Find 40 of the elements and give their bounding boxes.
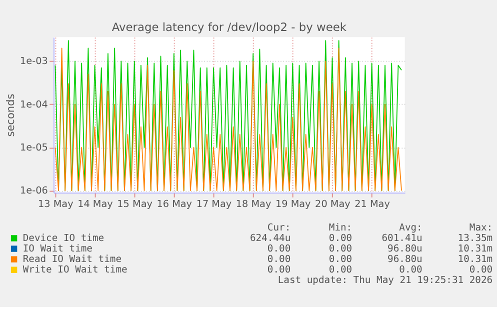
text: Last update: Thu May 21 19:25:31 2026: [278, 275, 493, 286]
legend-label: Write IO Wait time: [22, 264, 128, 276]
text: 624.44u: [250, 232, 291, 244]
x-tick-label: 17 May: [196, 199, 232, 210]
x-tick-label: 14 May: [78, 199, 114, 210]
text: Max:: [469, 222, 493, 234]
text: 10.31m: [458, 243, 493, 254]
text: 96.80u: [388, 254, 422, 265]
y-tick-label: 1e-04: [20, 99, 48, 110]
text: 10.31m: [458, 254, 493, 265]
y-tick-label: 1e-05: [20, 142, 48, 154]
x-tick-label: 13 May: [38, 199, 74, 210]
legend-label: IO Wait time: [22, 243, 93, 254]
x-tick-label: 16 May: [156, 199, 192, 210]
x-tick-label: 15 May: [117, 199, 153, 210]
x-tick-label: 21 May: [354, 199, 390, 210]
x-tick-label: 18 May: [236, 199, 272, 210]
text: 0.00: [328, 254, 352, 265]
x-tick-label: 20 May: [315, 199, 351, 210]
text: Min:: [328, 222, 352, 234]
text: 0.00: [267, 254, 291, 265]
chart-title: Average latency for /dev/loop2 - by week: [112, 20, 347, 34]
text: 0.00: [328, 232, 352, 244]
y-tick-label: 1e-06: [20, 186, 48, 197]
y-tick-label: 1e-03: [20, 56, 48, 68]
text: 0.00: [469, 264, 493, 276]
text: 0.00: [328, 264, 352, 276]
legend-label: Read IO Wait time: [22, 254, 122, 265]
text: 13.35m: [458, 232, 493, 244]
text: 0.00: [267, 243, 291, 254]
y-axis-title: seconds: [4, 94, 17, 137]
text: 96.80u: [388, 243, 422, 254]
x-tick-label: 19 May: [275, 199, 312, 210]
legend-label: Device IO time: [22, 232, 104, 244]
text: 0.00: [328, 243, 352, 254]
text: Cur:: [267, 222, 291, 234]
text: 601.41u: [382, 232, 422, 244]
text: 0.00: [267, 264, 291, 276]
text: Avg:: [399, 222, 422, 234]
text: 0.00: [399, 264, 423, 276]
